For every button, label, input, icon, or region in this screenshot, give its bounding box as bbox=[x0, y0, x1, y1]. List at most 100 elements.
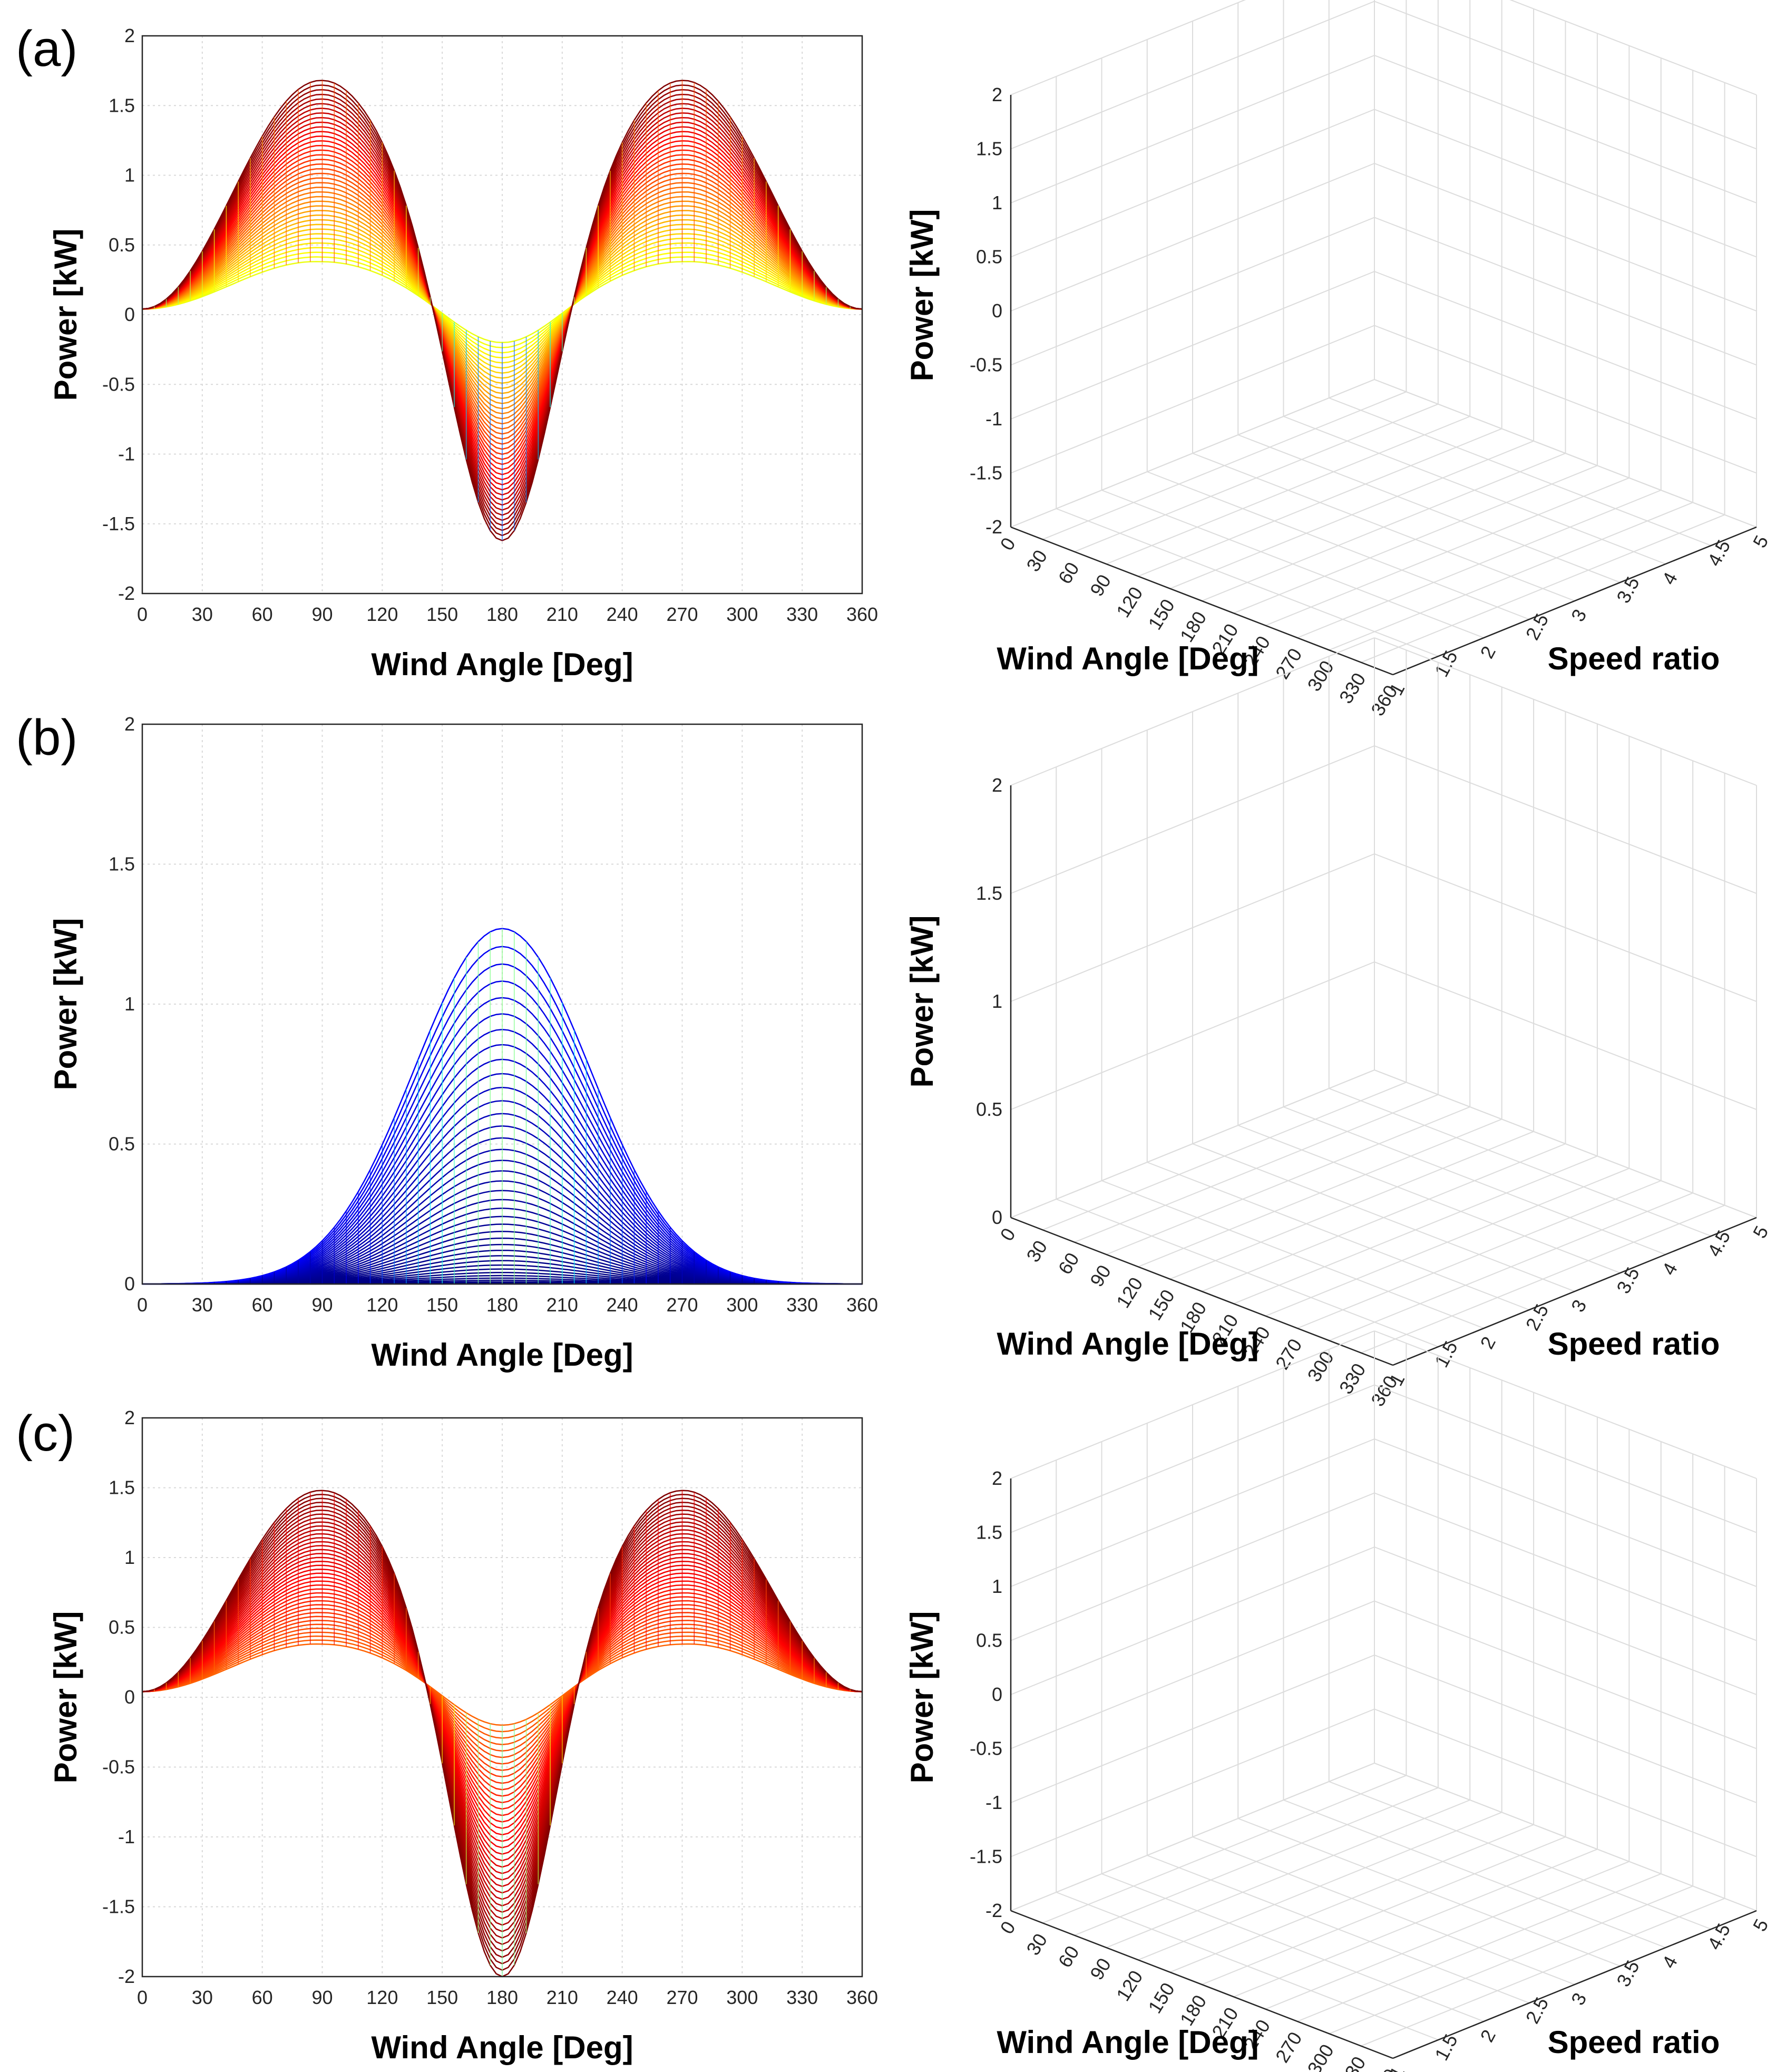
grid-line-x bbox=[1361, 1898, 1725, 2047]
series-line bbox=[142, 80, 863, 541]
x-tick-label: 60 bbox=[1054, 1249, 1084, 1278]
x-axis-line bbox=[1010, 1910, 1393, 2059]
x-tick-label: 90 bbox=[311, 604, 333, 625]
x-tick-label: 150 bbox=[1144, 1979, 1179, 2017]
y-tick-label: 0 bbox=[124, 1273, 135, 1295]
grid-line-x bbox=[1202, 453, 1566, 601]
grid-line-x bbox=[1329, 1885, 1693, 2035]
y-tick-label: 2 bbox=[1476, 2026, 1500, 2046]
x-tick-label: 330 bbox=[1335, 669, 1370, 707]
x-tick-label: 30 bbox=[192, 604, 213, 625]
y-tick-label: 2 bbox=[124, 1407, 135, 1428]
grid-line-x bbox=[1265, 1168, 1629, 1317]
x-tick-label: 150 bbox=[1144, 1286, 1179, 1324]
y-tick-label: 1.5 bbox=[109, 853, 135, 875]
x-axis-label: Wind Angle [Deg] bbox=[371, 2030, 633, 2065]
grid-line-x bbox=[1233, 465, 1598, 614]
x-tick-label: 60 bbox=[252, 1987, 273, 2008]
z-tick-label: -2 bbox=[985, 516, 1002, 538]
y-tick-label: 2 bbox=[124, 25, 135, 46]
x-tick-label: 210 bbox=[547, 604, 578, 625]
grid-line-x bbox=[1169, 440, 1534, 589]
x-tick-label: 300 bbox=[726, 1987, 758, 2008]
grid-line-x bbox=[1265, 477, 1629, 626]
axes-box bbox=[141, 723, 863, 1285]
x-tick-label: 330 bbox=[786, 604, 818, 625]
z-tick-label: 0.5 bbox=[976, 246, 1002, 268]
y-tick-label: 5 bbox=[1749, 532, 1773, 551]
y-tick-label: 0 bbox=[124, 1686, 135, 1708]
z-tick-label: 1 bbox=[992, 192, 1002, 213]
x-tick-label: 300 bbox=[1303, 2040, 1338, 2072]
y-axis-line bbox=[1392, 1910, 1757, 2059]
panel-label: (b) bbox=[16, 709, 77, 766]
z-tick-label: 0 bbox=[992, 1207, 1002, 1228]
y-tick-label: 4 bbox=[1657, 569, 1682, 588]
y-axis-label: Speed ratio bbox=[1548, 641, 1720, 676]
x-tick-label: 300 bbox=[1303, 657, 1338, 695]
panel-label: (c) bbox=[16, 1405, 75, 1462]
y-tick-label: 3 bbox=[1567, 606, 1591, 625]
grid-line-x bbox=[1138, 1812, 1502, 1961]
x-tick-label: 360 bbox=[846, 1987, 878, 2008]
x-tick-label: 240 bbox=[607, 604, 638, 625]
x-tick-label: 360 bbox=[846, 1294, 878, 1316]
z-tick-label: 1 bbox=[992, 990, 1002, 1012]
x-tick-label: 60 bbox=[252, 604, 273, 625]
y-tick-label: 3.5 bbox=[1612, 1957, 1644, 1990]
x-tick-label: 330 bbox=[1335, 1359, 1370, 1398]
axes-box bbox=[141, 1417, 863, 1978]
z-tick-label: 0.5 bbox=[976, 1630, 1002, 1651]
axes-box bbox=[141, 35, 863, 595]
y-tick-label: 0.5 bbox=[109, 1133, 135, 1155]
z-axis-label: Power [kW] bbox=[904, 1611, 940, 1784]
x-axis-label: Wind Angle [Deg] bbox=[997, 1326, 1258, 1361]
y-tick-label: 1 bbox=[124, 1546, 135, 1568]
grid-line-x bbox=[1361, 514, 1725, 663]
z-tick-label: 1.5 bbox=[976, 1522, 1002, 1543]
x-tick-label: 120 bbox=[1112, 583, 1147, 621]
grid-line-x bbox=[1042, 1775, 1407, 1924]
grid-line-x bbox=[1297, 1873, 1662, 2022]
x-axis-label: Wind Angle [Deg] bbox=[997, 641, 1258, 676]
z-tick-label: 0 bbox=[992, 1684, 1002, 1705]
grid-line-x bbox=[1010, 1763, 1375, 1911]
x-tick-label: 30 bbox=[192, 1987, 213, 2008]
x-axis-label: Wind Angle [Deg] bbox=[997, 2025, 1258, 2060]
grid-line-x bbox=[1106, 1799, 1470, 1948]
chart-2d-0: 0 30 60 90 120 150 180 210 240 270 300 330 360-2-1.5… bbox=[48, 25, 878, 682]
y-tick-label: 2.5 bbox=[1521, 1993, 1553, 2027]
x-tick-label: 120 bbox=[1112, 1967, 1147, 2005]
z-tick-label: -0.5 bbox=[970, 354, 1002, 376]
grid-line-x bbox=[1010, 379, 1375, 528]
x-axis-line bbox=[1010, 1217, 1393, 1366]
x-tick-label: 240 bbox=[607, 1294, 638, 1316]
grid-line-x bbox=[1202, 1143, 1566, 1292]
x-tick-label: 0 bbox=[137, 1294, 148, 1316]
x-tick-label: 210 bbox=[547, 1294, 578, 1316]
y-axis-label: Speed ratio bbox=[1548, 1326, 1720, 1361]
y-tick-label: 2.5 bbox=[1521, 610, 1553, 643]
z-tick-label: 2 bbox=[992, 1467, 1002, 1489]
y-tick-label: 1.5 bbox=[109, 1477, 135, 1499]
y-tick-label: 1.5 bbox=[1430, 2030, 1462, 2064]
x-tick-label: 150 bbox=[426, 1987, 458, 2008]
y-tick-label: 0 bbox=[124, 304, 135, 325]
x-tick-label: 90 bbox=[311, 1987, 333, 2008]
z-tick-label: -2 bbox=[985, 1900, 1002, 1921]
z-tick-label: -1 bbox=[985, 1792, 1002, 1813]
x-tick-label: 180 bbox=[1176, 1991, 1211, 2030]
grid-line-x bbox=[1106, 416, 1470, 565]
y-tick-label: 2 bbox=[124, 713, 135, 735]
x-tick-label: 0 bbox=[137, 1987, 148, 2008]
x-tick-label: 90 bbox=[1086, 1261, 1115, 1291]
y-tick-label: -2 bbox=[118, 1966, 135, 1987]
x-tick-label: 60 bbox=[252, 1294, 273, 1316]
y-tick-label: 0.5 bbox=[109, 1617, 135, 1638]
grid-line-x bbox=[1297, 490, 1662, 638]
y-tick-label: 2 bbox=[1476, 643, 1500, 662]
y-axis-label: Power [kW] bbox=[48, 229, 83, 401]
x-tick-label: 120 bbox=[1112, 1273, 1147, 1312]
y-tick-label: 1.5 bbox=[1430, 647, 1462, 680]
